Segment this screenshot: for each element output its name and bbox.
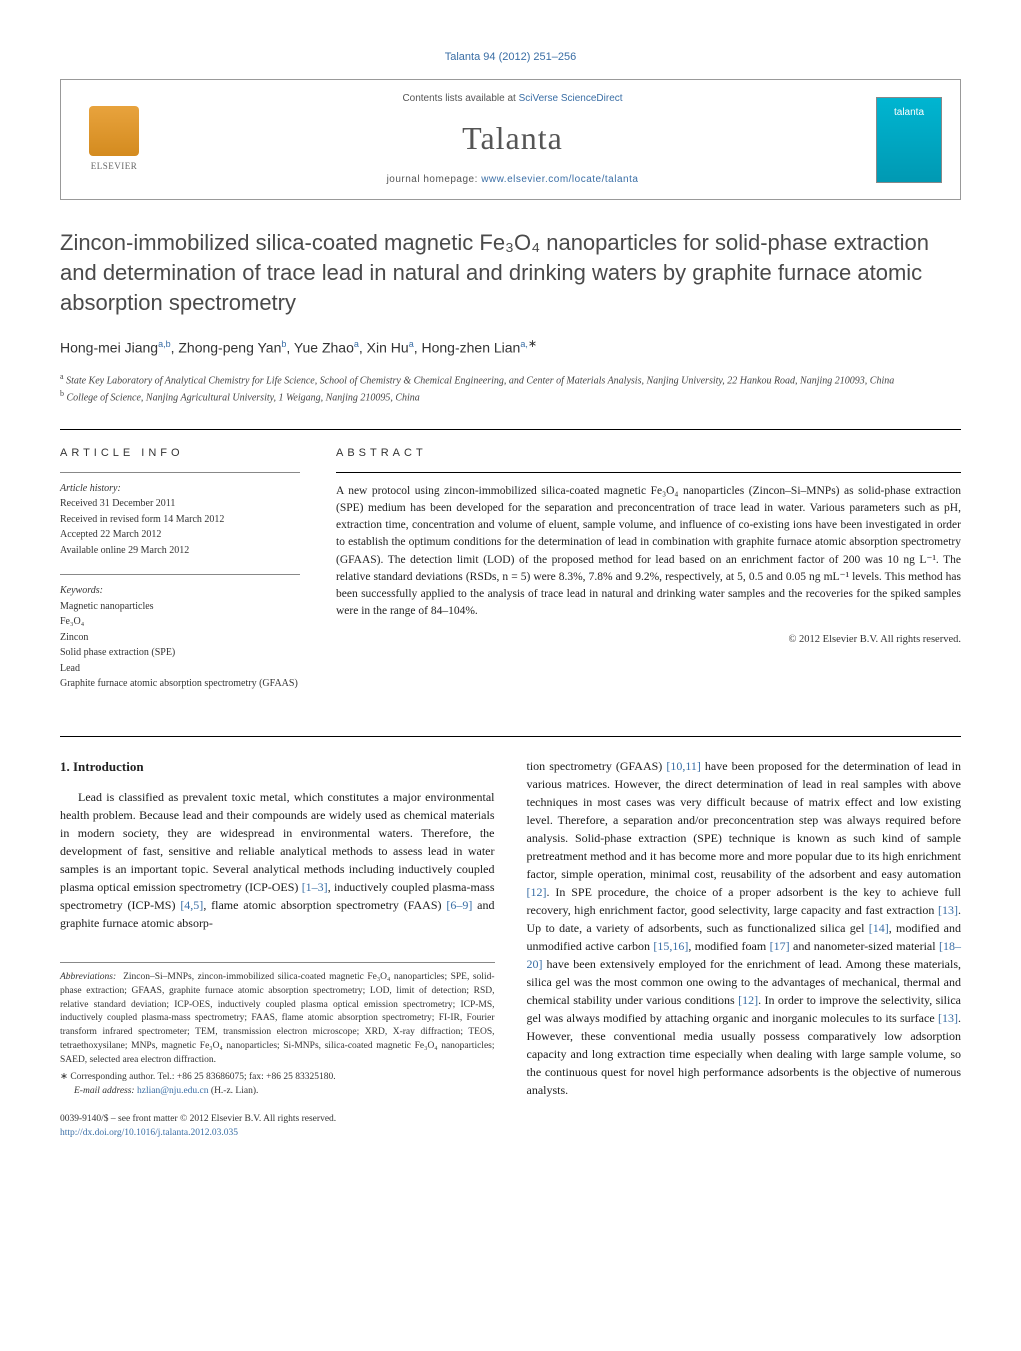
journal-header: ELSEVIER Contents lists available at Sci… <box>60 79 961 200</box>
journal-reference: Talanta 94 (2012) 251–256 <box>60 50 961 65</box>
header-center: Contents lists available at SciVerse Sci… <box>167 92 858 187</box>
intro-paragraph-left: Lead is classified as prevalent toxic me… <box>60 788 495 932</box>
divider <box>60 429 961 430</box>
revised-date: Received in revised form 14 March 2012 <box>60 512 300 528</box>
doi-link[interactable]: http://dx.doi.org/10.1016/j.talanta.2012… <box>60 1127 495 1141</box>
email-person: (H.-z. Lian). <box>211 1086 258 1096</box>
ref-link[interactable]: [13] <box>938 903 958 917</box>
ref-link[interactable]: [15,16] <box>653 939 688 953</box>
abbrev-label: Abbreviations: <box>60 972 116 982</box>
divider <box>60 736 961 737</box>
affiliation-a: a State Key Laboratory of Analytical Che… <box>60 371 961 388</box>
journal-name: Talanta <box>167 116 858 161</box>
online-date: Available online 29 March 2012 <box>60 543 300 559</box>
article-info-label: ARTICLE INFO <box>60 446 300 461</box>
email-line: E-mail address: hzlian@nju.edu.cn (H.-z.… <box>60 1085 495 1099</box>
abstract-text: A new protocol using zincon-immobilized … <box>336 483 961 621</box>
email-label: E-mail address: <box>74 1086 135 1096</box>
email-link[interactable]: hzlian@nju.edu.cn <box>137 1086 209 1096</box>
journal-page: Talanta 94 (2012) 251–256 ELSEVIER Conte… <box>0 0 1021 1180</box>
elsevier-tree-icon <box>89 106 139 156</box>
right-column: tion spectrometry (GFAAS) [10,11] have b… <box>527 757 962 1141</box>
elsevier-logo: ELSEVIER <box>79 100 149 180</box>
abbrev-text: Zincon–Si–MNPs, zincon-immobilized silic… <box>60 972 495 1065</box>
author-aff: a,b <box>158 339 171 349</box>
info-abstract-row: ARTICLE INFO Article history: Received 3… <box>60 446 961 707</box>
abstract-copyright: © 2012 Elsevier B.V. All rights reserved… <box>336 633 961 648</box>
keyword: Graphite furnace atomic absorption spect… <box>60 676 300 692</box>
ref-link[interactable]: [17] <box>770 939 790 953</box>
ref-link[interactable]: [13] <box>938 1011 958 1025</box>
article-title: Zincon-immobilized silica-coated magneti… <box>60 228 961 317</box>
author-aff: b <box>281 339 286 349</box>
keyword: Solid phase extraction (SPE) <box>60 645 300 661</box>
left-column: 1. Introduction Lead is classified as pr… <box>60 757 495 1141</box>
author: Yue Zhao <box>294 340 354 356</box>
author-aff: a <box>354 339 359 349</box>
author-list: Hong-mei Jianga,b, Zhong-peng Yanb, Yue … <box>60 337 961 358</box>
ref-link[interactable]: [18–20] <box>527 939 962 971</box>
history-label: Article history: <box>60 481 300 497</box>
keyword: Fe₃O₄ <box>60 614 300 630</box>
ref-link[interactable]: [6–9] <box>446 898 472 912</box>
cover-label: talanta <box>894 106 924 120</box>
sciencedirect-link[interactable]: SciVerse ScienceDirect <box>519 93 623 104</box>
homepage-line: journal homepage: www.elsevier.com/locat… <box>167 173 858 187</box>
homepage-link[interactable]: www.elsevier.com/locate/talanta <box>481 174 638 185</box>
article-history: Article history: Received 31 December 20… <box>60 472 300 559</box>
journal-cover-thumbnail: talanta <box>876 97 942 183</box>
abstract-label: ABSTRACT <box>336 446 961 461</box>
ref-link[interactable]: [12] <box>527 885 547 899</box>
ref-link[interactable]: [4,5] <box>180 898 203 912</box>
issn-line: 0039-9140/$ – see front matter © 2012 El… <box>60 1113 495 1127</box>
corresponding-author: ∗ Corresponding author. Tel.: +86 25 836… <box>60 1071 495 1085</box>
author: Xin Hu <box>367 340 409 356</box>
divider <box>336 472 961 473</box>
page-footer: 0039-9140/$ – see front matter © 2012 El… <box>60 1113 495 1141</box>
abstract-column: ABSTRACT A new protocol using zincon-imm… <box>336 446 961 707</box>
author: Hong-mei Jiang <box>60 340 158 356</box>
keywords-block: Keywords: Magnetic nanoparticles Fe₃O₄ Z… <box>60 574 300 692</box>
received-date: Received 31 December 2011 <box>60 496 300 512</box>
abbreviations: Abbreviations: Zincon–Si–MNPs, zincon-im… <box>60 971 495 1067</box>
keyword: Lead <box>60 661 300 677</box>
ref-link[interactable]: [12] <box>738 993 758 1007</box>
ref-link[interactable]: [10,11] <box>666 759 701 773</box>
author-aff: a, <box>520 339 528 349</box>
body-columns: 1. Introduction Lead is classified as pr… <box>60 757 961 1141</box>
ref-link[interactable]: [14] <box>869 921 889 935</box>
keywords-label: Keywords: <box>60 583 300 599</box>
intro-heading: 1. Introduction <box>60 757 495 777</box>
keyword: Zincon <box>60 630 300 646</box>
author-aff: a <box>409 339 414 349</box>
intro-paragraph-right: tion spectrometry (GFAAS) [10,11] have b… <box>527 757 962 1099</box>
affiliation-b: b College of Science, Nanjing Agricultur… <box>60 388 961 405</box>
accepted-date: Accepted 22 March 2012 <box>60 527 300 543</box>
affiliations: a State Key Laboratory of Analytical Che… <box>60 371 961 406</box>
keyword: Magnetic nanoparticles <box>60 599 300 615</box>
footnotes: Abbreviations: Zincon–Si–MNPs, zincon-im… <box>60 962 495 1099</box>
corresponding-marker: ∗ <box>528 338 537 350</box>
article-info-column: ARTICLE INFO Article history: Received 3… <box>60 446 300 707</box>
homepage-pre: journal homepage: <box>387 174 482 185</box>
author: Zhong-peng Yan <box>178 340 281 356</box>
ref-link[interactable]: [1–3] <box>302 880 328 894</box>
contents-available-line: Contents lists available at SciVerse Sci… <box>167 92 858 106</box>
contents-pre: Contents lists available at <box>402 93 518 104</box>
elsevier-label: ELSEVIER <box>91 160 138 173</box>
author: Hong-zhen Lian <box>421 340 520 356</box>
